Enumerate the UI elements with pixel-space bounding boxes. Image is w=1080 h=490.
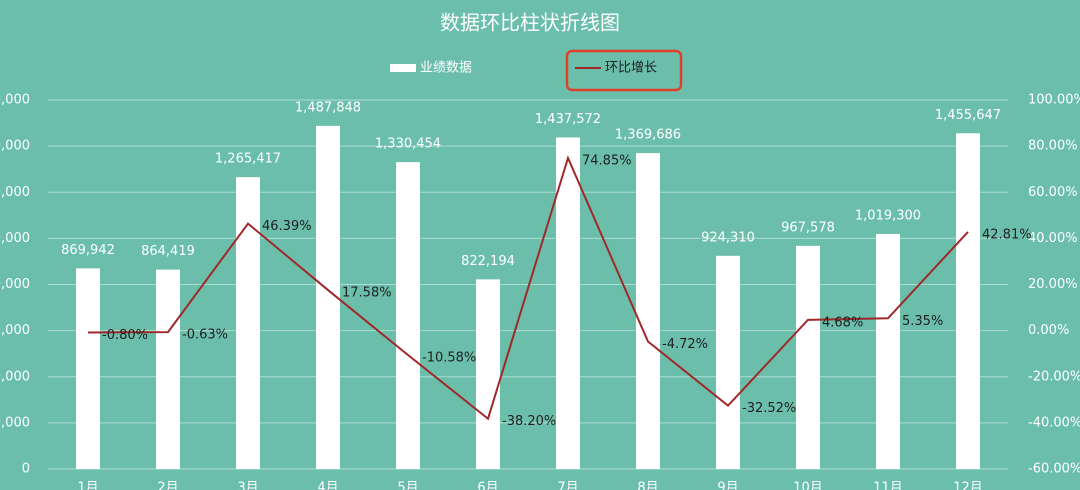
chart-title: 数据环比柱状折线图 (440, 11, 620, 35)
bar-value-label: 1,455,647 (935, 108, 1001, 123)
y2-tick-label: -40.00% (1028, 415, 1080, 430)
line-value-label: 4.68% (822, 315, 863, 330)
y-tick-label: 800,000 (0, 277, 30, 292)
line (87, 155, 969, 421)
y2-tick-label: 60.00% (1028, 185, 1078, 200)
bar-value-label: 924,310 (701, 230, 755, 245)
x-tick-label: 11月 (873, 481, 903, 490)
line-value-label: -10.58% (422, 351, 476, 366)
bar (236, 177, 260, 469)
x-tick-label: 2月 (157, 481, 178, 490)
bar (396, 162, 420, 469)
x-tick-label: 10月 (793, 481, 823, 490)
x-tick-label: 6月 (477, 481, 498, 490)
y-tick-label: 1,400,000 (0, 139, 30, 154)
line-value-label: -32.52% (742, 401, 796, 416)
line-value-label: 74.85% (582, 154, 632, 169)
bar-value-label: 1,437,572 (535, 112, 601, 127)
x-tick-label: 7月 (557, 481, 578, 490)
y-tick-label: 1,600,000 (0, 93, 30, 108)
y-tick-label: 200,000 (0, 415, 30, 430)
line-value-label: 42.81% (982, 227, 1032, 242)
bar (156, 269, 180, 469)
y-tick-label: 1,000,000 (0, 231, 30, 246)
line-value-label: -38.20% (502, 414, 556, 429)
line-value-label: 17.58% (342, 286, 392, 301)
legend-label: 环比增长 (605, 61, 657, 76)
x-tick-label: 5月 (397, 481, 418, 490)
y2-tick-label: 0.00% (1028, 323, 1069, 338)
bar-value-label: 822,194 (461, 254, 515, 269)
y-tick-label: 1,200,000 (0, 185, 30, 200)
bar-value-label: 1,330,454 (375, 137, 441, 152)
x-tick-label: 4月 (317, 481, 338, 490)
bar-value-label: 864,419 (141, 244, 195, 259)
x-tick-label: 12月 (953, 481, 983, 490)
y2-tick-label: 100.00% (1028, 93, 1080, 108)
legend-label: 业绩数据 (420, 61, 472, 76)
y2-tick-label: -60.00% (1028, 462, 1080, 477)
y2-tick-label: -20.00% (1028, 369, 1080, 384)
bar (636, 153, 660, 470)
bar-value-label: 967,578 (781, 220, 835, 235)
bar-value-label: 1,265,417 (215, 152, 281, 167)
bar (476, 279, 500, 469)
bar-value-label: 1,369,686 (615, 128, 681, 143)
bar (556, 137, 580, 469)
x-tick-label: 3月 (237, 481, 258, 490)
x-tick-label: 1月 (77, 481, 98, 490)
bar (876, 233, 900, 469)
x-tick-label: 8月 (637, 481, 658, 490)
legend-swatch (390, 64, 416, 72)
y2-tick-label: 20.00% (1028, 277, 1078, 292)
y-tick-label: 0 (22, 462, 30, 477)
bar-value-label: 1,487,848 (295, 100, 361, 115)
bar (796, 245, 820, 469)
y2-tick-label: 80.00% (1028, 139, 1078, 154)
line-value-label: -0.80% (102, 328, 148, 343)
bar-value-label: 869,942 (61, 243, 115, 258)
y2-tick-label: 40.00% (1028, 231, 1078, 246)
line-value-label: -4.72% (662, 337, 708, 352)
line-value-label: -0.63% (182, 328, 228, 343)
y-tick-label: 600,000 (0, 323, 30, 338)
x-tick-label: 9月 (717, 481, 738, 490)
line-value-label: 46.39% (262, 219, 312, 234)
bar-value-label: 1,019,300 (855, 208, 921, 223)
highlight-box (565, 49, 683, 92)
bar (76, 268, 100, 469)
bar (956, 133, 980, 469)
bar (716, 255, 740, 469)
line-value-label: 5.35% (902, 314, 943, 329)
y-tick-label: 400,000 (0, 369, 30, 384)
